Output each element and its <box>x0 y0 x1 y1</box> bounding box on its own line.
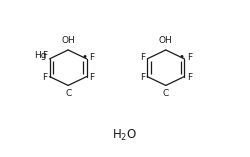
Text: F: F <box>187 53 192 62</box>
Text: F: F <box>187 73 192 82</box>
Text: OH: OH <box>61 36 75 45</box>
Text: Hg: Hg <box>34 51 47 60</box>
Text: F: F <box>42 51 48 60</box>
Text: H$_2$O: H$_2$O <box>112 128 138 143</box>
Text: F: F <box>42 73 47 82</box>
Text: F: F <box>89 53 94 62</box>
Text: OH: OH <box>159 36 173 45</box>
Text: •: • <box>81 52 87 62</box>
Text: C: C <box>65 89 71 97</box>
Text: F: F <box>89 73 94 82</box>
Text: C: C <box>163 89 169 97</box>
Text: F: F <box>140 73 145 82</box>
Text: F: F <box>140 53 145 62</box>
Text: •: • <box>179 52 185 62</box>
